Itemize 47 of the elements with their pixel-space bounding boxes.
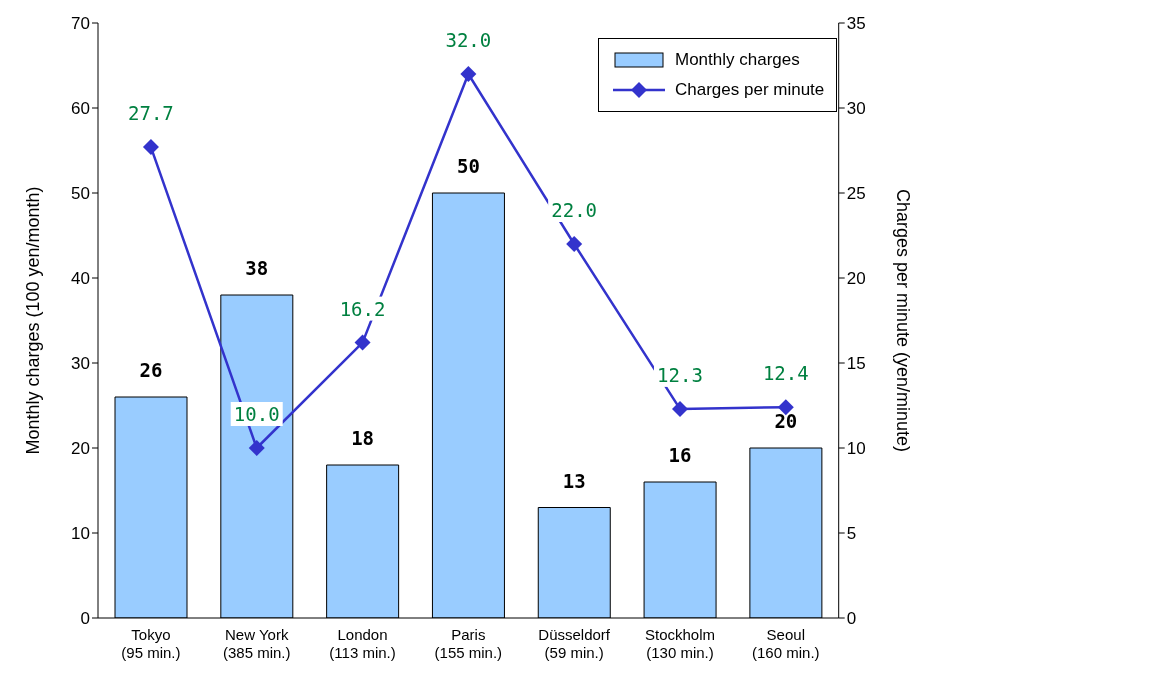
- y2-tick-label: 0: [846, 609, 857, 629]
- x-tick-label: New York (385 min.): [222, 626, 291, 661]
- y-tick-label: 70: [71, 14, 90, 34]
- point: [671, 400, 688, 417]
- point: [142, 139, 159, 156]
- x-tick-label: Paris (155 min.): [434, 626, 503, 661]
- y-tick-label: 20: [71, 439, 90, 459]
- x-tick-label: Düsseldorf (59 min.): [538, 626, 611, 661]
- y2-axis-title: Charges per minute (yen/minute): [893, 188, 914, 453]
- data-label: 13: [562, 469, 586, 492]
- y2-tick-label: 15: [846, 354, 866, 374]
- data-label: 32.0: [445, 29, 492, 51]
- data-label: 27.7: [128, 102, 174, 125]
- data-label: 38: [245, 257, 269, 279]
- point: [248, 440, 265, 456]
- legend-label: Monthly charges: [675, 50, 800, 70]
- data-label: 22.0: [551, 199, 598, 221]
- data-label: 16.2: [339, 297, 386, 320]
- y-tick-label: 60: [71, 99, 90, 119]
- x-tick-label: Stockholm (130 min.): [644, 626, 715, 661]
- y-axis-title: Monthly charges (100 yen/month): [23, 186, 44, 455]
- data-label: 12.3: [657, 363, 703, 386]
- data-label: 20: [774, 410, 798, 432]
- data-label: 26: [139, 359, 163, 381]
- data-label: 50: [456, 155, 480, 177]
- point: [354, 334, 371, 351]
- y-tick-label: 0: [80, 609, 90, 629]
- y-tick-label: 30: [71, 354, 90, 374]
- data-label: 10.0: [233, 403, 280, 425]
- x-tick-label: Seoul (160 min.): [752, 626, 820, 661]
- data-label: 12.4: [762, 362, 809, 385]
- legend-label: Charges per minute: [675, 80, 825, 100]
- x-tick-label: London (113 min.): [329, 626, 396, 661]
- y-tick-label: 40: [71, 269, 90, 289]
- data-label: 18: [351, 427, 375, 449]
- point: [566, 236, 583, 252]
- data-label: 16: [668, 444, 692, 466]
- point: [460, 66, 477, 82]
- x-tick-label: Tokyo (95 min.): [121, 626, 181, 661]
- y-tick-label: 10: [71, 524, 90, 544]
- y2-tick-label: 5: [846, 524, 857, 544]
- y2-tick-label: 25: [846, 184, 866, 204]
- y-tick-label: 50: [71, 184, 90, 204]
- y2-tick-label: 30: [846, 99, 866, 119]
- y2-tick-label: 10: [846, 439, 866, 459]
- y2-tick-label: 35: [846, 14, 866, 34]
- y2-tick-label: 20: [846, 269, 866, 289]
